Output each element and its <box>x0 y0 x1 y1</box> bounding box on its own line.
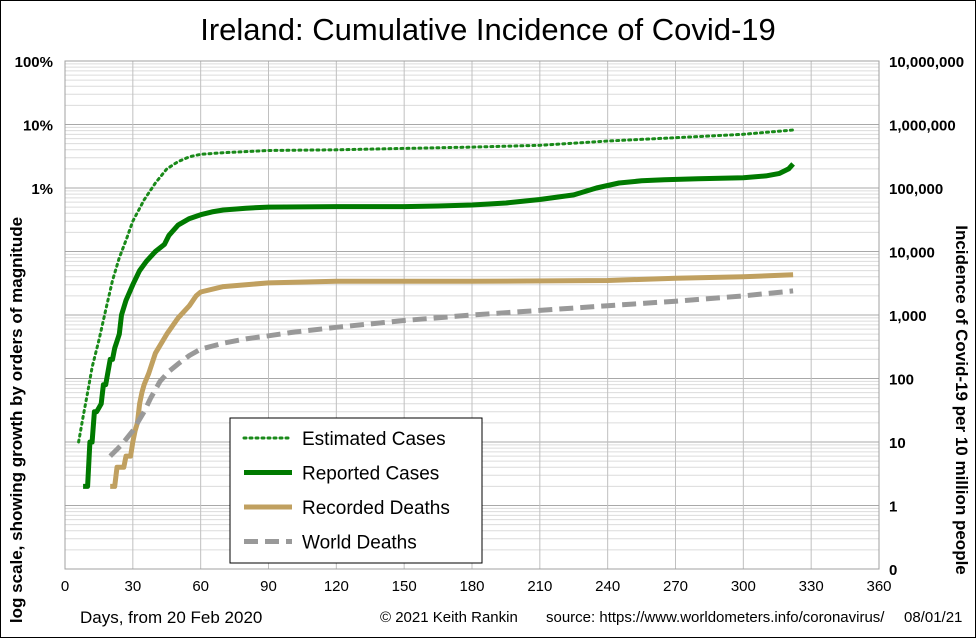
legend-entry-label: Recorded Deaths <box>302 498 450 519</box>
x-tick-label: 0 <box>61 578 69 595</box>
series-line-world-deaths <box>108 288 794 458</box>
y-tick-label-left: 100% <box>15 54 53 71</box>
x-tick-label: 210 <box>527 578 552 595</box>
y-axis-label-right: Incidence of Covid-19 per 10 million peo… <box>952 225 971 575</box>
x-tick-label: 240 <box>595 578 620 595</box>
series-layer <box>77 128 795 489</box>
x-tick-label: 270 <box>663 578 688 595</box>
y-tick-label-right: 1 <box>889 499 897 516</box>
y-tick-label-right: 0 <box>889 562 897 579</box>
y-tick-label-right: 10,000 <box>889 245 935 262</box>
y-tick-label-right: 100 <box>889 372 914 389</box>
x-tick-label: 30 <box>124 578 141 595</box>
x-tick-label: 330 <box>799 578 824 595</box>
plot-area-border <box>64 60 880 570</box>
y-tick-label-right: 10,000,000 <box>889 54 964 71</box>
footer-copyright: © 2021 Keith Rankin <box>380 609 518 626</box>
x-tick-label: 120 <box>324 578 349 595</box>
series-line-recorded-deaths <box>110 272 794 489</box>
tick-labels: 0 30 60 90 120 150 180 210 240 270 300 330 360011010… <box>15 54 964 595</box>
y-tick-label-right: 1,000 <box>889 308 927 325</box>
legend-entry-label: Estimated Cases <box>302 429 446 450</box>
y-tick-label-right: 10 <box>889 435 906 452</box>
legend-entry-label: World Deaths <box>302 533 417 554</box>
y-tick-label-right: 100,000 <box>889 181 943 198</box>
footer-date: 08/01/21 <box>904 609 962 626</box>
series-line-reported-cases <box>83 162 795 489</box>
x-tick-label: 180 <box>459 578 484 595</box>
legend-box <box>229 417 483 564</box>
chart-title: Ireland: Cumulative Incidence of Covid-1… <box>200 12 776 47</box>
y-tick-label-right: 1,000,000 <box>889 118 956 135</box>
y-tick-label-left: 10% <box>23 118 53 135</box>
legend-entry-label: Reported Cases <box>302 464 439 485</box>
x-tick-label: 300 <box>731 578 756 595</box>
y-axis-label-left: log scale, showing growth by orders of m… <box>7 217 26 623</box>
x-tick-label: 60 <box>192 578 209 595</box>
x-tick-label: 150 <box>392 578 417 595</box>
y-tick-label-left: 1% <box>31 181 53 198</box>
footer-source: source: https://www.worldometers.info/co… <box>546 609 885 626</box>
x-tick-label: 90 <box>260 578 277 595</box>
x-axis-label: Days, from 20 Feb 2020 <box>80 608 262 627</box>
x-tick-label: 360 <box>866 578 891 595</box>
series-line-estimated-cases <box>77 128 795 444</box>
legend: Estimated Cases Reported Cases Recorded De… <box>229 417 483 564</box>
